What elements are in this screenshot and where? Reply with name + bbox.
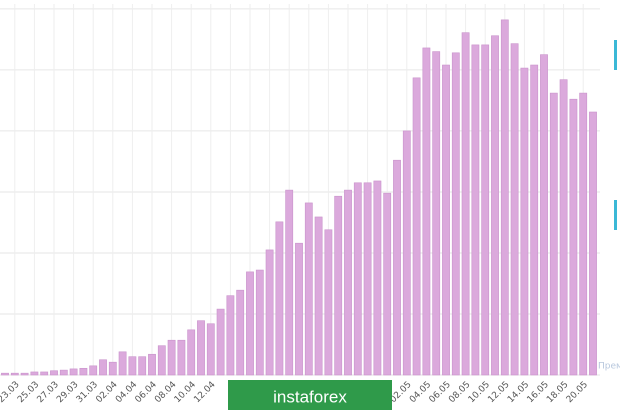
bar xyxy=(138,356,147,376)
overlay-text: Прем xyxy=(598,362,620,372)
bar xyxy=(20,372,29,376)
bar xyxy=(206,323,215,376)
bar xyxy=(579,92,588,376)
bar xyxy=(422,47,431,376)
bar xyxy=(520,67,529,376)
watermark: instaforex xyxy=(273,387,347,406)
bar xyxy=(99,359,107,376)
bar xyxy=(363,182,372,376)
bar xyxy=(69,368,78,376)
bar xyxy=(334,195,343,376)
bar xyxy=(549,92,558,376)
bar xyxy=(393,159,401,376)
side-marker xyxy=(614,200,617,230)
bar xyxy=(491,35,499,376)
bar xyxy=(569,98,578,376)
bar xyxy=(226,295,235,376)
bar xyxy=(108,361,117,376)
bar xyxy=(530,64,539,376)
bar xyxy=(295,242,303,376)
bar xyxy=(324,229,333,376)
bar xyxy=(50,370,58,376)
bar xyxy=(314,216,323,376)
bar xyxy=(275,221,284,376)
bar xyxy=(500,19,509,376)
bar xyxy=(167,339,176,376)
bar xyxy=(255,269,264,376)
bar xyxy=(40,371,49,376)
bar xyxy=(402,130,411,376)
bar xyxy=(559,79,568,376)
bar xyxy=(10,372,19,376)
bar xyxy=(177,339,186,376)
bar xyxy=(118,351,127,376)
bar xyxy=(197,320,205,376)
watermark-box xyxy=(228,380,392,410)
bar xyxy=(383,192,392,376)
bar xyxy=(412,77,421,376)
bar xyxy=(304,202,313,376)
bar xyxy=(373,180,382,376)
bar xyxy=(79,367,88,376)
bar xyxy=(344,189,352,376)
bar xyxy=(59,369,68,376)
bar xyxy=(246,271,254,376)
bar xyxy=(353,182,362,376)
bar xyxy=(451,52,460,376)
bar xyxy=(589,111,597,376)
bar xyxy=(236,289,245,376)
x-tick-label: 12.04 xyxy=(192,380,217,405)
bar xyxy=(461,32,470,376)
x-tick-label: 20.05 xyxy=(565,380,590,405)
bar xyxy=(187,329,196,376)
bar xyxy=(216,308,225,376)
bar xyxy=(432,51,441,376)
bar xyxy=(1,372,9,376)
bar xyxy=(89,365,98,376)
bar xyxy=(285,189,294,376)
side-marker xyxy=(614,40,617,70)
bar xyxy=(128,356,137,376)
bar xyxy=(148,353,156,376)
bar xyxy=(442,64,450,376)
bar xyxy=(265,249,274,376)
bar xyxy=(510,43,519,376)
bar xyxy=(30,371,39,376)
bar xyxy=(471,44,480,376)
bar xyxy=(540,54,548,376)
bar xyxy=(481,44,490,376)
bar xyxy=(157,345,166,376)
